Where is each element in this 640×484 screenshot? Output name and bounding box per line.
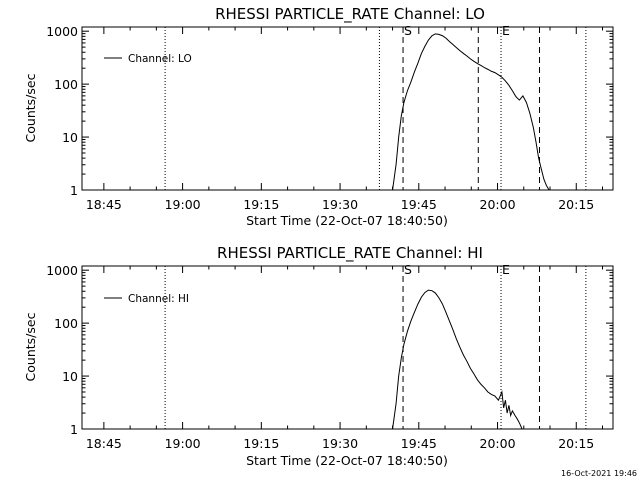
event-marker-label: S [404, 23, 412, 38]
x-axis-ticks: 18:45 19:00 19:15 19:30 19:45 20:00 20:15 [86, 266, 604, 451]
y-tick-label: 1000 [46, 263, 78, 278]
x-tick-label: 20:15 [558, 197, 594, 212]
x-axis-ticks: 18:45 19:00 19:15 19:30 19:45 20:00 20:15 [86, 27, 604, 212]
y-axis-ticks: 1 10 100 1000 [46, 24, 613, 198]
y-axis-ticks: 1 10 100 1000 [46, 263, 613, 437]
legend: Channel: LO [104, 53, 192, 65]
legend-entry: Channel: LO [128, 53, 192, 65]
x-axis-label: Start Time (22-Oct-07 18:40:50) [246, 453, 448, 468]
y-tick-label: 10 [62, 130, 78, 145]
x-tick-label: 19:45 [401, 436, 437, 451]
x-tick-label: 19:15 [243, 436, 279, 451]
y-axis-label: Counts/sec [23, 73, 38, 142]
x-tick-label: 19:45 [401, 197, 437, 212]
x-tick-label: 20:15 [558, 436, 594, 451]
series-line [392, 289, 523, 430]
series-line [392, 33, 550, 191]
chart-title: RHESSI PARTICLE_RATE Channel: HI [217, 244, 483, 263]
x-axis-label: Start Time (22-Oct-07 18:40:50) [246, 213, 448, 228]
x-tick-label: 20:00 [480, 436, 516, 451]
x-tick-label: 19:15 [243, 197, 279, 212]
y-tick-label: 1000 [46, 24, 78, 39]
plot-frame [81, 26, 614, 191]
x-tick-label: 19:30 [322, 197, 358, 212]
event-marker-label: S [404, 262, 412, 277]
x-tick-label: 19:00 [165, 197, 201, 212]
event-marker-label: E [502, 23, 510, 38]
y-axis-label: Counts/sec [23, 312, 38, 381]
timestamp: 16-Oct-2021 19:46 [561, 469, 637, 478]
y-tick-label: 1 [70, 183, 78, 198]
x-tick-label: 18:45 [86, 197, 122, 212]
y-tick-label: 10 [62, 369, 78, 384]
event-marker-label: E [502, 262, 510, 277]
plot-frame [81, 265, 614, 430]
x-tick-label: 19:30 [322, 436, 358, 451]
y-tick-label: 100 [54, 316, 78, 331]
x-tick-label: 20:00 [480, 197, 516, 212]
y-tick-label: 1 [70, 422, 78, 437]
legend-entry: Channel: HI [128, 293, 189, 305]
legend: Channel: HI [104, 293, 189, 305]
x-tick-label: 18:45 [86, 436, 122, 451]
y-tick-label: 100 [54, 77, 78, 92]
x-tick-label: 19:00 [165, 436, 201, 451]
chart-title: RHESSI PARTICLE_RATE Channel: LO [215, 5, 485, 24]
